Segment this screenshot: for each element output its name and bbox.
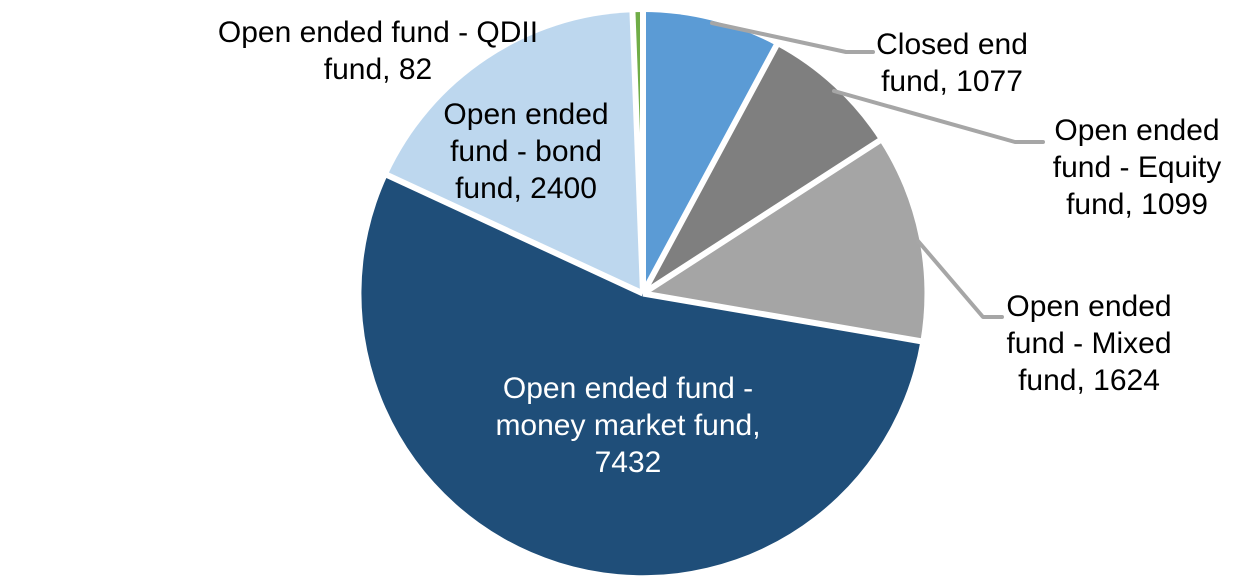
data-label-line: fund - Mixed xyxy=(1006,327,1172,360)
data-label-line: Open ended fund - xyxy=(502,372,754,405)
data-label-equity-fund: Open ended fund - Equity fund, 1099 xyxy=(1007,112,1250,223)
pie-slice-mixed-fund xyxy=(643,140,925,342)
pie-slice-bond-fund xyxy=(387,12,643,294)
data-label-bond-fund: Open ended fund - bond fund, 2400 xyxy=(376,96,676,207)
data-label-line: money market fund, xyxy=(495,409,761,442)
data-label-line: Open ended xyxy=(1006,290,1172,323)
data-label-line: Closed end xyxy=(876,28,1028,61)
data-label-line: fund, 82 xyxy=(323,53,433,86)
data-label-line: fund, 1077 xyxy=(881,65,1023,98)
slice-separator xyxy=(384,171,645,297)
pie-slice-money-market-fund xyxy=(361,175,921,576)
leader-line-mixed-fund xyxy=(916,239,1004,319)
data-label-line: 7432 xyxy=(594,446,662,479)
slice-separator xyxy=(641,137,883,297)
data-label-line: fund - bond xyxy=(450,135,602,168)
leader-line-closed-end-fund xyxy=(710,21,875,54)
data-label-qdii-fund: Open ended fund - QDII fund, 82 xyxy=(158,14,598,88)
data-label-mixed-fund: Open ended fund - Mixed fund, 1624 xyxy=(959,288,1219,399)
data-label-line: fund, 1624 xyxy=(1018,364,1160,397)
slice-separator xyxy=(640,42,780,295)
slice-separator xyxy=(629,10,646,294)
slice-separator xyxy=(642,290,923,345)
data-label-line: fund - Equity xyxy=(1052,151,1222,184)
pie-slice-closed-end-fund xyxy=(643,12,777,294)
data-label-line: Open ended xyxy=(1054,114,1220,147)
pie-slice-equity-fund xyxy=(643,45,880,294)
data-label-line: fund, 1099 xyxy=(1066,188,1208,221)
data-label-money-market-fund: Open ended fund - money market fund, 743… xyxy=(418,370,838,481)
data-label-line: Open ended xyxy=(443,98,609,131)
data-label-closed-end-fund: Closed end fund, 1077 xyxy=(802,26,1102,100)
data-label-line: fund, 2400 xyxy=(455,172,597,205)
data-label-line: Open ended fund - QDII xyxy=(217,16,539,49)
leader-line-equity-fund xyxy=(832,89,1045,144)
